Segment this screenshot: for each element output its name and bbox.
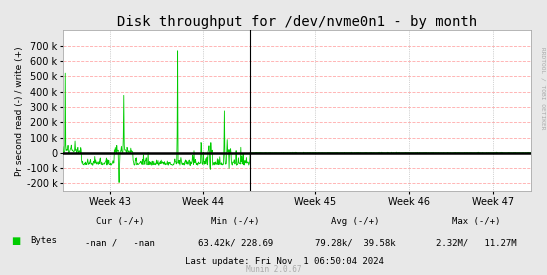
Text: Last update: Fri Nov  1 06:50:04 2024: Last update: Fri Nov 1 06:50:04 2024 xyxy=(185,257,384,266)
Text: Max (-/+): Max (-/+) xyxy=(452,217,500,226)
Text: Min (-/+): Min (-/+) xyxy=(211,217,259,226)
Title: Disk throughput for /dev/nvme0n1 - by month: Disk throughput for /dev/nvme0n1 - by mo… xyxy=(117,15,477,29)
Text: ■: ■ xyxy=(11,236,20,246)
Text: 63.42k/ 228.69: 63.42k/ 228.69 xyxy=(197,239,273,248)
Text: -nan /   -nan: -nan / -nan xyxy=(85,239,155,248)
Text: 79.28k/  39.58k: 79.28k/ 39.58k xyxy=(315,239,396,248)
Text: Bytes: Bytes xyxy=(30,236,57,245)
Y-axis label: Pr second read (-) / write (+): Pr second read (-) / write (+) xyxy=(15,46,24,175)
Text: Cur (-/+): Cur (-/+) xyxy=(96,217,144,226)
Text: Munin 2.0.67: Munin 2.0.67 xyxy=(246,265,301,274)
Text: 2.32M/   11.27M: 2.32M/ 11.27M xyxy=(435,239,516,248)
Text: Avg (-/+): Avg (-/+) xyxy=(331,217,380,226)
Text: RRDTOOL / TOBI OETIKER: RRDTOOL / TOBI OETIKER xyxy=(541,47,546,129)
